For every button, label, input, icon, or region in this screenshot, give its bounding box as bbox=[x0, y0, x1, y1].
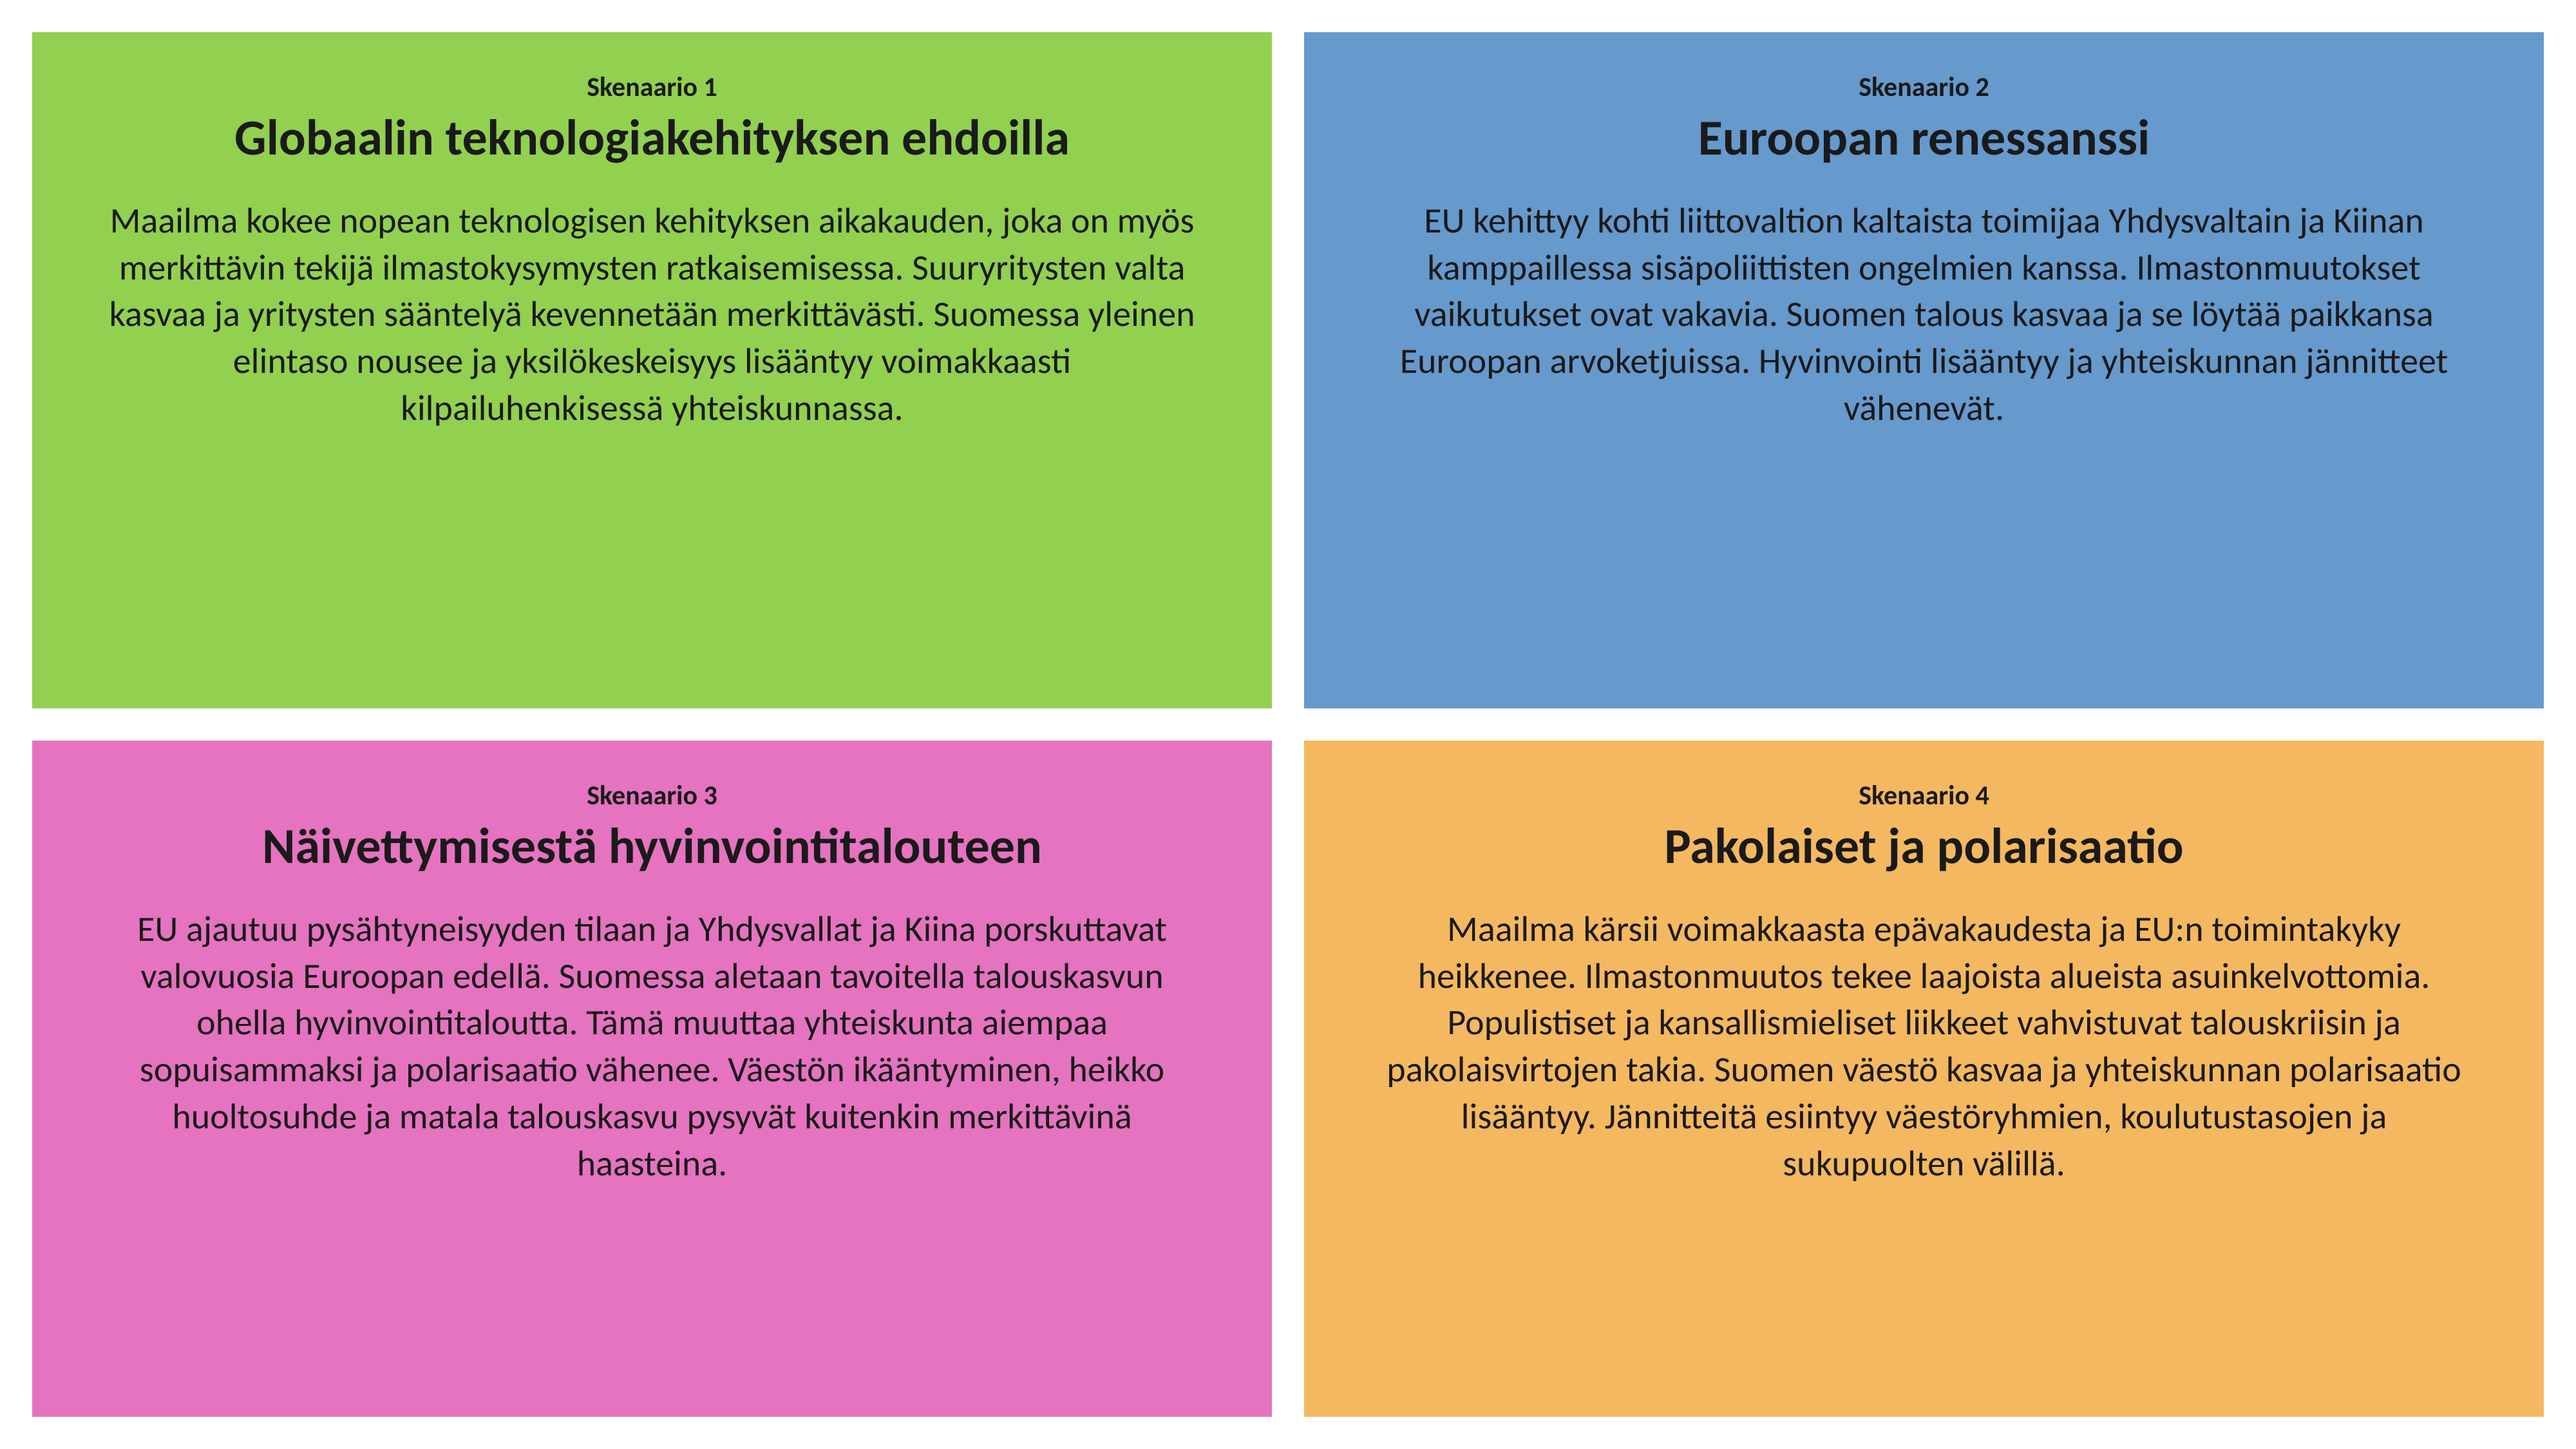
scenario-label: Skenaario 3 bbox=[587, 779, 717, 812]
scenario-title: Pakolaiset ja polarisaatio bbox=[1664, 819, 2183, 874]
scenario-grid: Skenaario 1 Globaalin teknologiakehityks… bbox=[32, 32, 2544, 1417]
scenario-label: Skenaario 1 bbox=[587, 71, 717, 104]
scenario-card-3: Skenaario 3 Näivettymisestä hyvinvointit… bbox=[32, 741, 1272, 1417]
scenario-card-1: Skenaario 1 Globaalin teknologiakehityks… bbox=[32, 32, 1272, 708]
scenario-title: Euroopan renessanssi bbox=[1698, 110, 2150, 166]
scenario-card-2: Skenaario 2 Euroopan renessanssi EU kehi… bbox=[1304, 32, 2544, 708]
scenario-title: Näivettymisestä hyvinvointitalouteen bbox=[262, 819, 1042, 874]
scenario-label: Skenaario 2 bbox=[1859, 71, 1989, 104]
scenario-body: EU kehittyy kohti liittovaltion kaltaist… bbox=[1377, 198, 2472, 432]
scenario-title: Globaalin teknologiakehityksen ehdoilla bbox=[234, 110, 1070, 166]
scenario-body: Maailma kokee nopean teknologisen kehity… bbox=[105, 198, 1200, 432]
scenario-body: EU ajautuu pysähtyneisyyden tilaan ja Yh… bbox=[105, 906, 1200, 1188]
scenario-label: Skenaario 4 bbox=[1859, 779, 1989, 812]
scenario-body: Maailma kärsii voimakkaasta epävakaudest… bbox=[1377, 906, 2472, 1188]
scenario-card-4: Skenaario 4 Pakolaiset ja polarisaatio M… bbox=[1304, 741, 2544, 1417]
